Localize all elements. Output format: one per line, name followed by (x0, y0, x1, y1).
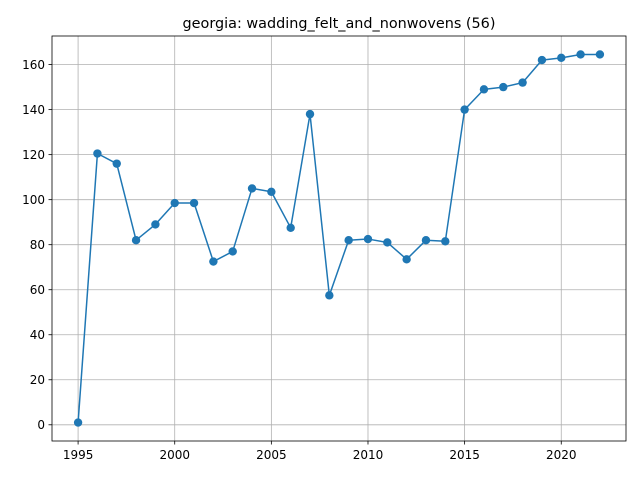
gridlines (52, 36, 626, 441)
series-layer (73, 50, 605, 427)
y-tick-label: 120 (22, 148, 45, 162)
data-point (402, 255, 411, 264)
data-point (228, 247, 237, 256)
data-point (479, 85, 489, 94)
data-point (595, 50, 605, 59)
series-line (77, 53, 600, 423)
data-point (363, 234, 373, 244)
data-point (325, 291, 334, 300)
x-tick-label: 2000 (159, 448, 190, 462)
x-tick-label: 2015 (449, 448, 480, 462)
data-point (537, 55, 547, 65)
data-point (267, 187, 276, 196)
data-point (151, 220, 160, 229)
data-point (247, 184, 257, 193)
chart-title: georgia: wadding_felt_and_nonwovens (56) (183, 16, 496, 32)
data-point (131, 235, 141, 245)
y-tick-label: 20 (30, 373, 45, 387)
data-point (557, 53, 566, 63)
data-point (112, 159, 121, 168)
data-point (344, 235, 353, 245)
data-point (170, 198, 179, 208)
data-point (441, 237, 450, 246)
x-axis: 1995 2000 2005 2010 2015 2020 (63, 441, 577, 462)
y-tick-label: 60 (30, 283, 45, 297)
data-point (73, 418, 83, 427)
y-tick-label: 0 (37, 418, 45, 432)
y-tick-label: 80 (30, 238, 45, 252)
y-tick-label: 140 (22, 103, 45, 117)
data-point (460, 105, 469, 114)
y-tick-label: 100 (22, 193, 45, 207)
x-tick-label: 2010 (353, 448, 384, 462)
x-tick-label: 2020 (546, 448, 577, 462)
data-point (499, 82, 508, 92)
data-point (518, 78, 527, 87)
data-point (383, 238, 392, 247)
y-tick-label: 160 (22, 58, 45, 72)
plot-frame (51, 35, 627, 442)
data-point (421, 235, 431, 245)
data-point (93, 149, 102, 158)
x-tick-label: 1995 (63, 448, 94, 462)
data-point (576, 50, 585, 59)
data-point (209, 257, 218, 266)
data-point (189, 198, 199, 208)
data-point (286, 223, 295, 233)
data-point (305, 109, 315, 119)
x-tick-label: 2005 (256, 448, 287, 462)
y-axis: 0 20 40 60 80 100 120 140 160 (22, 58, 52, 432)
y-tick-label: 40 (30, 328, 45, 342)
